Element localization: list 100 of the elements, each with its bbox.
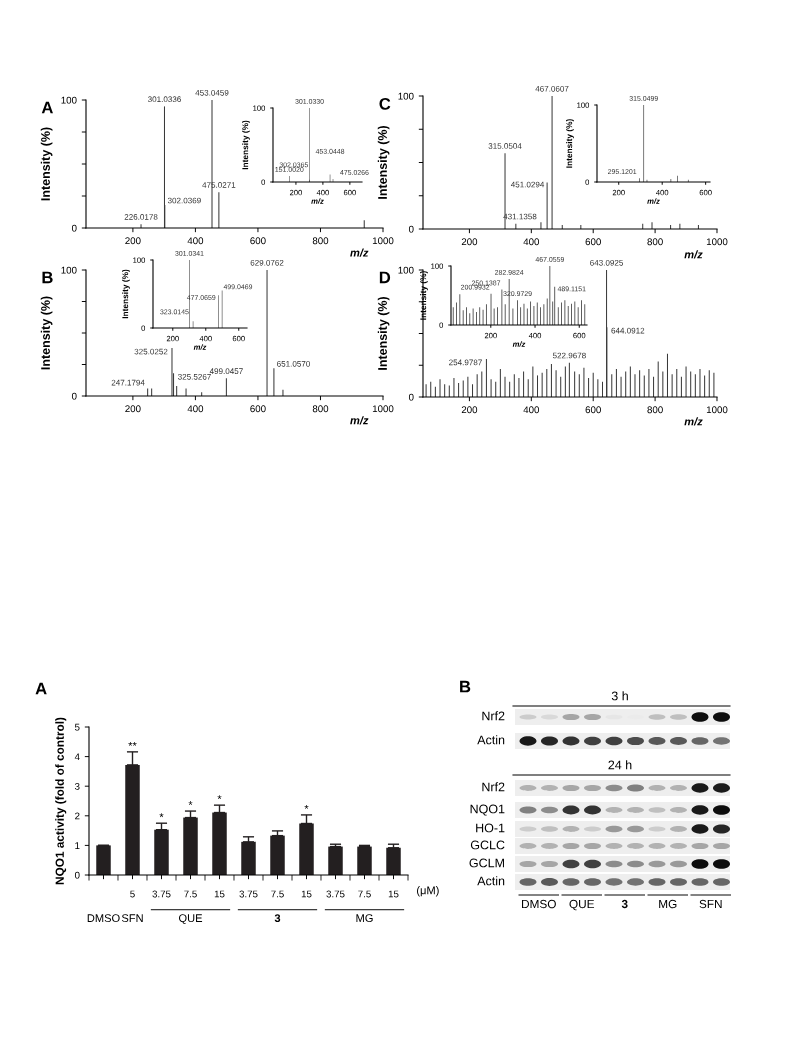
annotation: 451.0294 — [510, 181, 545, 188]
annotation: 453.0459 — [195, 89, 229, 96]
annotation: 629.0762 — [250, 259, 284, 266]
y-axis-title: Intensity (%) — [242, 120, 250, 170]
text: QUE — [569, 899, 595, 911]
x-tick-label: 15 — [301, 890, 312, 898]
annotation: 651.0570 — [277, 360, 310, 367]
x-tick-label: 3.75 — [326, 890, 345, 898]
x-tick-label: 200 — [125, 405, 141, 413]
x-tick-label: 1000 — [372, 405, 394, 413]
x-tick-label: 1000 — [372, 237, 394, 245]
x-tick-label: 800 — [312, 237, 329, 245]
text: Actin — [477, 876, 505, 886]
text: DMSO — [87, 914, 120, 923]
y-tick-label: 0 — [71, 392, 77, 400]
x-tick-label: 400 — [523, 238, 540, 246]
annotation: 301.0336 — [147, 96, 181, 103]
data-label: * — [188, 801, 193, 806]
data-label: * — [159, 813, 164, 818]
x-tick-label: 600 — [585, 238, 601, 246]
text: MG — [659, 899, 677, 909]
text: Nrf2 — [482, 711, 505, 721]
text: 24 h — [608, 760, 632, 770]
y-tick-label: 0 — [408, 225, 414, 233]
y-tick-label: 100 — [398, 92, 414, 100]
annotation: 226.0178 — [124, 214, 158, 220]
x-tick-label: 1000 — [706, 238, 728, 246]
x-tick-label: 1000 — [706, 406, 728, 414]
x-tick-label: 7.5 — [358, 890, 371, 898]
annotation: 499.0457 — [209, 368, 243, 374]
x-tick-label: 200 — [125, 237, 141, 245]
x-axis-title: m/z — [350, 416, 369, 425]
y-tick-label: 2 — [75, 812, 80, 820]
x-tick-label: 800 — [647, 238, 663, 246]
x-tick-label: 600 — [585, 406, 601, 414]
text: 3 h — [611, 691, 628, 701]
data-label: * — [217, 795, 222, 800]
chart-title: A — [35, 682, 47, 695]
annotation: 325.5267 — [178, 373, 211, 380]
annotation: 431.1358 — [503, 213, 537, 220]
y-tick-label: 100 — [398, 266, 414, 274]
x-tick-label: 600 — [250, 405, 266, 413]
x-tick-label: 5 — [130, 890, 135, 898]
x-tick-label: 400 — [187, 405, 204, 413]
text: SFN — [699, 899, 722, 909]
y-tick-label: 1 — [75, 842, 80, 849]
x-tick-label: 3.75 — [152, 890, 171, 898]
x-axis-title: m/z — [684, 417, 703, 426]
x-tick-label: 15 — [214, 890, 225, 898]
chart-title: B — [42, 271, 53, 284]
x-tick-label: 600 — [250, 237, 266, 245]
annotation: 302.0369 — [167, 197, 201, 204]
text: Actin — [477, 735, 505, 745]
text: SFN — [121, 914, 143, 923]
annotation: 522.9678 — [552, 352, 586, 359]
text: GCLC — [470, 840, 505, 850]
x-tick-label: 400 — [187, 237, 204, 245]
text: GCLM — [469, 858, 504, 868]
y-axis-title: Intensity (%) — [377, 296, 390, 370]
annotation: 644.0912 — [611, 327, 645, 334]
y-axis-title: Intensity (%) — [420, 271, 428, 320]
y-axis-title: Intensity (%) — [40, 296, 53, 370]
text: DMSO — [522, 899, 556, 909]
y-axis-title: NQO1 activity (fold of control) — [55, 717, 67, 885]
data-label: ** — [128, 741, 137, 746]
annotation: 643.0925 — [590, 259, 624, 266]
text: MG — [356, 914, 373, 923]
x-tick-label: 200 — [461, 406, 478, 414]
x-tick-label: 200 — [461, 238, 478, 246]
chart-title: D — [379, 271, 391, 284]
y-tick-label: 0 — [71, 224, 77, 232]
text: Nrf2 — [482, 782, 505, 792]
x-tick-label: 7.5 — [184, 890, 197, 898]
y-tick-label: 0 — [74, 871, 80, 879]
y-tick-label: 0 — [408, 393, 414, 401]
y-tick-label: 4 — [74, 753, 80, 761]
x-axis-title: m/z — [684, 250, 703, 259]
annotation: 254.9787 — [449, 359, 482, 366]
y-axis-title: Intensity (%) — [40, 127, 53, 201]
text: B — [460, 680, 471, 693]
text: 3 — [621, 899, 628, 909]
y-axis-title: Intensity (%) — [377, 125, 390, 199]
x-axis-title: m/z — [350, 248, 369, 257]
x-tick-label: 7.5 — [271, 890, 284, 898]
y-axis-title: Intensity (%) — [122, 269, 130, 319]
chart-title: C — [379, 97, 391, 110]
x-tick-label: 400 — [523, 406, 540, 414]
annotation: 467.0607 — [535, 85, 569, 92]
chart-title: A — [41, 101, 53, 114]
annotation: 315.0504 — [488, 143, 522, 149]
y-tick-label: 100 — [61, 96, 77, 104]
annotation: 247.1794 — [111, 379, 145, 386]
y-tick-label: 3 — [74, 782, 80, 790]
text: HO-1 — [476, 823, 505, 833]
x-tick-label: 800 — [312, 405, 329, 413]
text: NQO1 — [470, 804, 505, 816]
x-tick-label: 15 — [388, 890, 399, 898]
annotation: 325.0252 — [134, 348, 168, 355]
text: 3 — [274, 914, 281, 923]
x-tick-label: 3.75 — [239, 890, 258, 898]
